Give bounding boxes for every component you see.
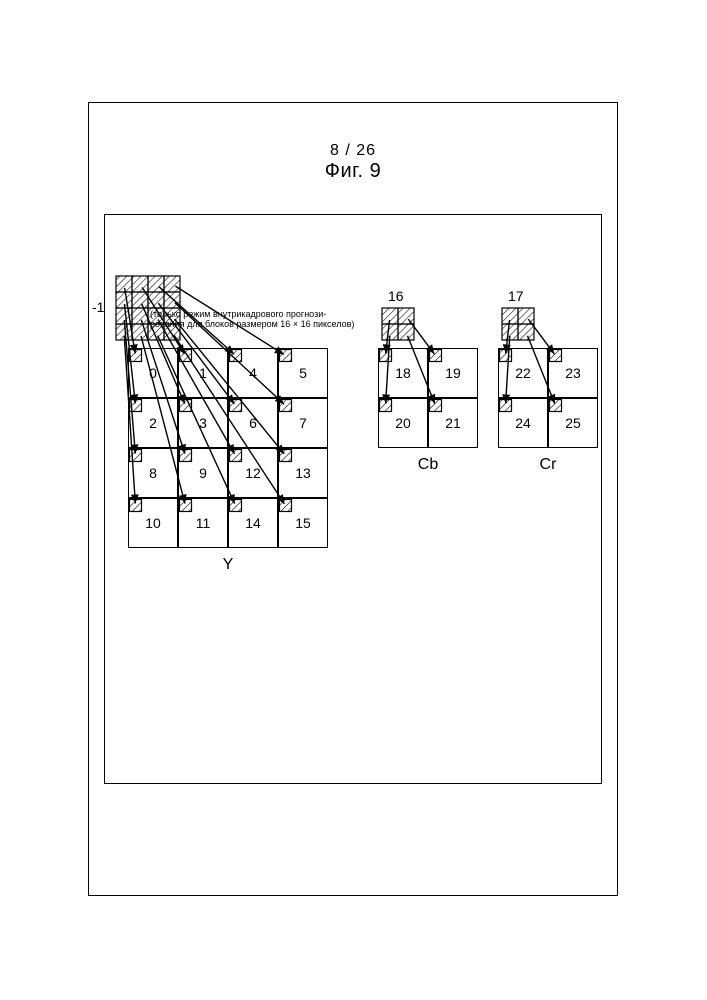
figure-label: Фиг. 9 [88, 160, 618, 183]
cb-cell [378, 398, 428, 448]
y-grid: 0145236789121310111415Y [128, 348, 328, 548]
y-cell [278, 498, 328, 548]
y-cell [278, 348, 328, 398]
y-cell [178, 498, 228, 548]
y-dc-label: -1 [92, 299, 104, 315]
y-cell [128, 498, 178, 548]
cr-cell [498, 398, 548, 448]
cb-label: Cb [418, 456, 438, 474]
y-cell [128, 448, 178, 498]
cr-cell [548, 348, 598, 398]
y-cell [228, 448, 278, 498]
cr-dc-label: 17 [508, 288, 524, 304]
cr-cell [498, 348, 548, 398]
cb-cell [378, 348, 428, 398]
y-cell [178, 348, 228, 398]
note-line1: (только режим внутрикадрового прогнози- [150, 309, 326, 319]
y-cell [228, 498, 278, 548]
cb-grid: 18192021Cb [378, 348, 478, 448]
y-cell [278, 398, 328, 448]
cr-grid: 22232425Cr [498, 348, 598, 448]
cb-cell [428, 398, 478, 448]
page-fraction: 8 / 26 [88, 142, 618, 160]
cb-dc-label: 16 [388, 288, 404, 304]
y-cell [228, 398, 278, 448]
cb-cell [428, 348, 478, 398]
y-cell [178, 398, 228, 448]
y-cell [278, 448, 328, 498]
y-cell [178, 448, 228, 498]
y-label: Y [223, 556, 234, 574]
note-line2: рования для блоков размером 16 × 16 пикс… [150, 319, 354, 329]
cr-label: Cr [540, 456, 557, 474]
y-cell [128, 348, 178, 398]
intra16-note: (только режим внутрикадрового прогнози- … [150, 310, 354, 330]
y-cell [228, 348, 278, 398]
cr-cell [548, 398, 598, 448]
y-cell [128, 398, 178, 448]
page-header: 8 / 26 Фиг. 9 [88, 142, 618, 183]
